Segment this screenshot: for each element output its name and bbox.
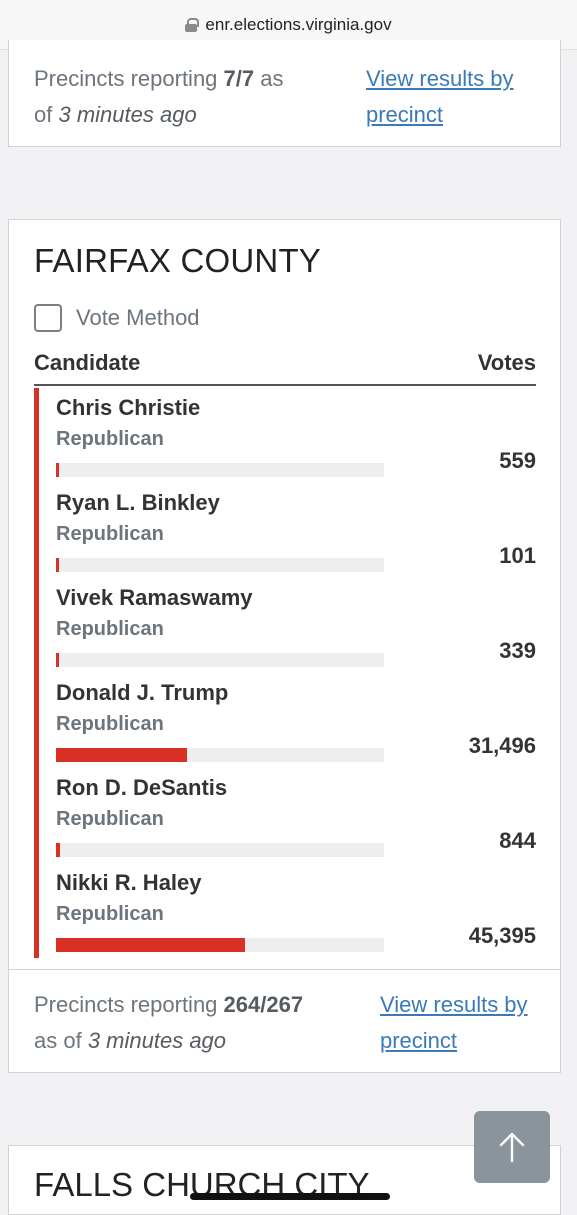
vote-share-fill	[56, 558, 59, 572]
vote-share-bar	[56, 938, 384, 952]
vote-method-label: Vote Method	[76, 305, 200, 330]
candidate-name: Donald J. Trump	[56, 680, 229, 705]
results-rows: Chris Christie Republican 559 Ryan L. Bi…	[34, 388, 536, 958]
view-results-by-precinct-link[interactable]: View results by precinct	[366, 66, 514, 127]
precincts-reporting-text: Precincts reporting 7/7 as of 3 minutes …	[34, 66, 284, 127]
votes-column-header: Votes	[477, 350, 536, 375]
vote-share-fill	[56, 653, 59, 667]
candidate-name: Nikki R. Haley	[56, 870, 202, 895]
vote-share-bar	[56, 463, 384, 477]
candidate-votes: 31,496	[468, 733, 536, 758]
candidate-party: Republican	[56, 713, 164, 735]
scroll-to-top-button[interactable]	[474, 1111, 550, 1183]
candidate-votes: 844	[499, 828, 536, 853]
vote-share-bar	[56, 748, 384, 762]
results-table-header: Candidate Votes	[34, 350, 536, 386]
vote-share-bar	[56, 653, 384, 667]
candidate-column-header: Candidate	[34, 350, 141, 375]
candidate-name: Ryan L. Binkley	[56, 490, 220, 515]
candidate-votes: 45,395	[468, 923, 536, 948]
vote-share-fill	[56, 748, 188, 762]
vote-share-bar	[56, 843, 384, 857]
fairfax-reporting-card: Precincts reporting 264/267 as of 3 minu…	[8, 970, 561, 1073]
candidate-party: Republican	[56, 903, 164, 925]
candidate-row: Donald J. Trump Republican 31,496	[34, 673, 536, 768]
vote-share-fill	[56, 938, 246, 952]
candidate-votes: 339	[499, 638, 536, 663]
vote-share-bar	[56, 558, 384, 572]
candidate-row: Ryan L. Binkley Republican 101	[34, 483, 536, 578]
candidate-party: Republican	[56, 523, 164, 545]
candidate-row: Ron D. DeSantis Republican 844	[34, 768, 536, 863]
vote-method-checkbox[interactable]	[34, 304, 62, 332]
url-text: enr.elections.virginia.gov	[205, 14, 392, 34]
previous-county-card: Precincts reporting 7/7 as of 3 minutes …	[8, 40, 561, 147]
candidate-name: Vivek Ramaswamy	[56, 585, 253, 610]
home-indicator	[190, 1193, 390, 1200]
candidate-row: Chris Christie Republican 559	[34, 388, 536, 483]
lock-icon	[185, 17, 200, 32]
candidate-row: Nikki R. Haley Republican 45,395	[34, 863, 536, 958]
precincts-reporting-text: Precincts reporting 264/267 as of 3 minu…	[34, 992, 304, 1053]
view-results-by-precinct-link[interactable]: View results by precinct	[380, 992, 528, 1053]
vote-share-fill	[56, 463, 59, 477]
candidate-votes: 101	[499, 543, 536, 568]
candidate-name: Ron D. DeSantis	[56, 775, 228, 800]
arrow-up-icon	[499, 1132, 525, 1163]
fairfax-county-card: FAIRFAX COUNTY Vote Method Candidate Vot…	[8, 219, 561, 970]
candidate-name: Chris Christie	[56, 395, 201, 420]
candidate-party: Republican	[56, 618, 164, 640]
candidate-row: Vivek Ramaswamy Republican 339	[34, 578, 536, 673]
candidate-party: Republican	[56, 808, 164, 830]
vote-share-fill	[56, 843, 60, 857]
candidate-votes: 559	[499, 448, 536, 473]
candidate-party: Republican	[56, 428, 164, 450]
vote-method-toggle[interactable]: Vote Method	[34, 304, 200, 332]
county-title: FAIRFAX COUNTY	[34, 242, 322, 279]
